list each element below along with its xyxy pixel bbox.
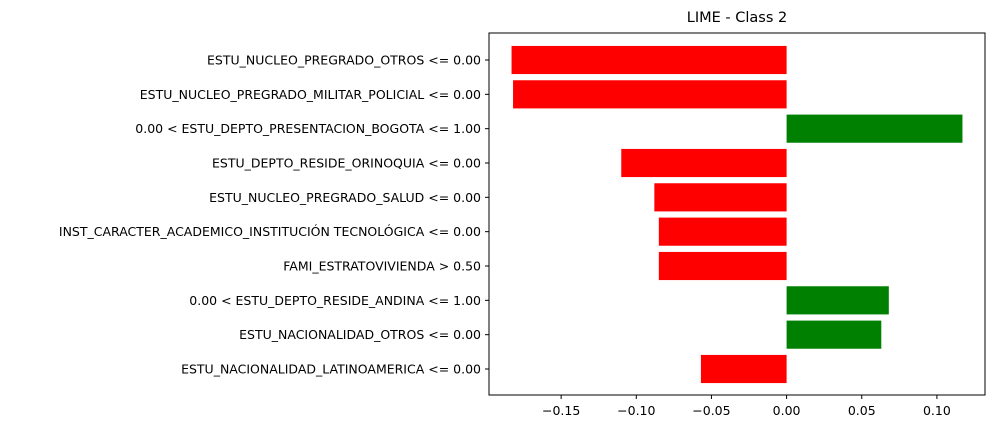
bar-6 <box>658 251 787 281</box>
x-tick-label: 0.00 <box>773 403 801 418</box>
category-label: ESTU_NUCLEO_PREGRADO_MILITAR_POLICIAL <=… <box>140 87 481 102</box>
bar-3 <box>621 148 787 178</box>
bar-5 <box>658 217 787 246</box>
category-label: 0.00 < ESTU_DEPTO_RESIDE_ANDINA <= 1.00 <box>189 293 481 308</box>
x-ticks-group: −0.15 −0.10 −0.05 0.00 0.05 0.10 <box>542 395 951 418</box>
bar-8 <box>786 320 882 349</box>
plot-frame <box>488 32 986 396</box>
bar-4 <box>654 183 787 212</box>
category-label: INST_CARACTER_ACADEMICO_INSTITUCIÓN TECN… <box>59 224 481 239</box>
category-label: ESTU_NUCLEO_PREGRADO_OTROS <= 0.00 <box>207 53 481 68</box>
bar-0 <box>511 45 787 75</box>
x-tick-label: 0.05 <box>848 403 876 418</box>
category-label: ESTU_NUCLEO_PREGRADO_SALUD <= 0.00 <box>209 190 481 205</box>
x-tick-label: −0.10 <box>617 403 655 418</box>
category-label: 0.00 < ESTU_DEPTO_PRESENTACION_BOGOTA <=… <box>135 121 481 136</box>
bar-9 <box>700 354 787 384</box>
x-tick-label: −0.15 <box>542 403 580 418</box>
category-labels-group: ESTU_NUCLEO_PREGRADO_OTROS <= 0.00 ESTU_N… <box>59 53 489 377</box>
x-tick-label: −0.05 <box>692 403 730 418</box>
category-label: ESTU_NACIONALIDAD_LATINOAMERICA <= 0.00 <box>181 362 481 377</box>
category-label: ESTU_NACIONALIDAD_OTROS <= 0.00 <box>239 327 481 342</box>
bars-group <box>511 45 963 384</box>
category-label: ESTU_DEPTO_RESIDE_ORINOQUIA <= 0.00 <box>212 156 481 171</box>
x-tick-label: 0.10 <box>923 403 951 418</box>
bar-2 <box>786 114 963 143</box>
bar-7 <box>786 286 889 315</box>
chart-title: LIME - Class 2 <box>687 10 787 26</box>
bar-1 <box>513 80 787 109</box>
category-label: FAMI_ESTRATOVIVIENDA > 0.50 <box>283 259 481 274</box>
